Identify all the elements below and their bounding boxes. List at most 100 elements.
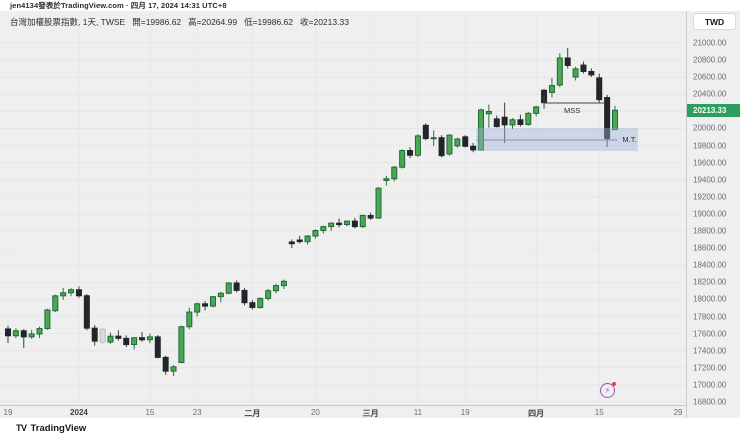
candle[interactable]: [241, 289, 248, 304]
candle[interactable]: [304, 235, 311, 243]
candle[interactable]: [186, 311, 193, 328]
candle[interactable]: [477, 109, 484, 151]
candle[interactable]: [225, 282, 232, 294]
price-tick-label: 18600.00: [693, 243, 727, 253]
candle[interactable]: [115, 335, 122, 339]
candle[interactable]: [375, 187, 382, 219]
candle[interactable]: [36, 328, 43, 335]
candle[interactable]: [194, 303, 201, 313]
time-tick-label: 三月: [362, 409, 379, 418]
candle[interactable]: [611, 109, 618, 131]
candle[interactable]: [588, 70, 595, 76]
symbol-legend[interactable]: 台灣加權股票指數, 1天, TWSE 開=19986.62 高=20264.99 低=…: [10, 16, 356, 28]
candle[interactable]: [493, 118, 500, 128]
candle[interactable]: [178, 326, 185, 364]
candle[interactable]: [336, 222, 343, 226]
candle[interactable]: [68, 289, 75, 294]
candle[interactable]: [564, 57, 571, 66]
tradingview-brand-text: TradingView: [30, 422, 87, 434]
mt-annotation-label[interactable]: M.T.: [622, 135, 637, 144]
candle[interactable]: [273, 285, 280, 292]
candle[interactable]: [533, 106, 540, 114]
candle[interactable]: [343, 220, 350, 226]
candle[interactable]: [351, 220, 358, 228]
candle[interactable]: [328, 222, 335, 228]
candle[interactable]: [391, 166, 398, 180]
candle[interactable]: [209, 296, 216, 307]
candle[interactable]: [399, 150, 406, 168]
flash-event-icon[interactable]: ⚡: [599, 382, 616, 399]
tradingview-logo-icon: TV: [16, 423, 27, 433]
candle[interactable]: [28, 333, 35, 338]
candle[interactable]: [454, 138, 461, 147]
symbol-title[interactable]: 台灣加權股票指數, 1天, TWSE: [10, 17, 126, 27]
candle[interactable]: [596, 77, 603, 101]
candle[interactable]: [383, 178, 390, 181]
candle[interactable]: [509, 119, 516, 126]
candle[interactable]: [75, 289, 82, 297]
candle[interactable]: [139, 337, 146, 341]
tradingview-logo[interactable]: TV TradingView: [16, 421, 86, 435]
candle[interactable]: [462, 136, 469, 147]
candle[interactable]: [604, 97, 611, 140]
candle[interactable]: [438, 137, 445, 157]
candle[interactable]: [359, 214, 366, 228]
candle[interactable]: [414, 135, 421, 156]
ohlc-open: 開=19986.62: [132, 17, 182, 27]
candle[interactable]: [367, 214, 374, 219]
candle[interactable]: [525, 112, 532, 125]
candle[interactable]: [556, 57, 563, 86]
candle[interactable]: [517, 119, 524, 125]
candle[interactable]: [233, 282, 240, 291]
candle[interactable]: [312, 230, 319, 237]
currency-button[interactable]: TWD: [693, 13, 736, 30]
candle[interactable]: [146, 336, 153, 341]
candle[interactable]: [422, 124, 429, 140]
price-tick-label: 20800.00: [693, 55, 727, 65]
price-tick-label: 19400.00: [693, 175, 727, 185]
candle[interactable]: [320, 226, 327, 232]
candle[interactable]: [123, 337, 130, 346]
candle[interactable]: [257, 297, 264, 308]
candle[interactable]: [99, 328, 106, 343]
candle[interactable]: [44, 309, 51, 330]
candle[interactable]: [501, 116, 508, 126]
candle[interactable]: [407, 150, 414, 156]
candle[interactable]: [548, 85, 555, 93]
candle[interactable]: [12, 330, 19, 337]
candle[interactable]: [131, 337, 138, 346]
candle[interactable]: [107, 335, 114, 343]
price-tick-label: 20600.00: [693, 72, 727, 82]
chart-area: 台灣加權股票指數, 1天, TWSE 開=19986.62 高=20264.99 低=…: [0, 11, 740, 418]
price-scale[interactable]: 20213.33 21000.00 20800.00 20600.00 20400.0…: [686, 11, 740, 418]
candle[interactable]: [446, 134, 453, 155]
candle[interactable]: [20, 330, 27, 338]
candle[interactable]: [580, 64, 587, 72]
candle[interactable]: [288, 241, 295, 245]
candle[interactable]: [162, 356, 169, 372]
candle[interactable]: [470, 145, 477, 151]
candle[interactable]: [91, 327, 98, 342]
candle[interactable]: [60, 292, 67, 297]
candle[interactable]: [430, 137, 437, 140]
candle[interactable]: [265, 290, 272, 299]
candle[interactable]: [249, 302, 256, 308]
price-tick-label: 17800.00: [693, 312, 727, 322]
candle[interactable]: [52, 295, 59, 312]
mss-annotation-label[interactable]: MSS: [564, 106, 581, 115]
candle[interactable]: [154, 336, 161, 358]
time-scale[interactable]: 19 2024 15 23 二月 20 三月 11 19 四月 15 29: [0, 405, 686, 418]
candlestick-plot[interactable]: [0, 11, 686, 405]
candle[interactable]: [217, 292, 224, 298]
candle[interactable]: [170, 366, 177, 372]
candle[interactable]: [572, 68, 579, 78]
candle[interactable]: [5, 328, 11, 337]
candle[interactable]: [280, 280, 287, 287]
time-tick-label: 20: [310, 408, 320, 417]
zone-rectangle[interactable]: [476, 127, 638, 151]
candle[interactable]: [83, 295, 90, 329]
candle[interactable]: [202, 303, 209, 307]
candle[interactable]: [296, 239, 303, 243]
candle[interactable]: [485, 110, 492, 115]
price-tick-label: 17600.00: [693, 329, 727, 339]
